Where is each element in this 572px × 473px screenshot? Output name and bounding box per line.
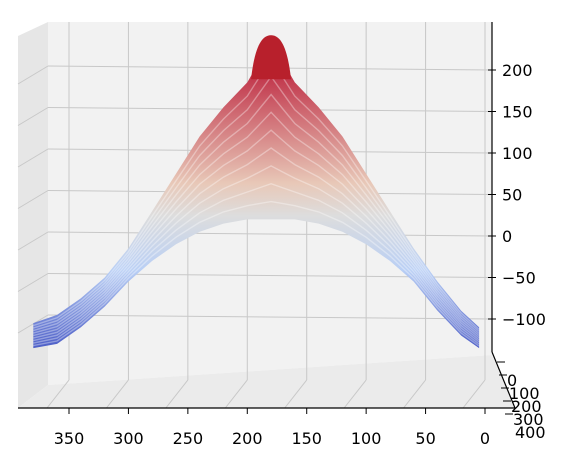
z-tick-label: 0 xyxy=(502,227,512,246)
surface-ridge-3 xyxy=(33,165,480,343)
side-grid-line-z xyxy=(17,231,49,251)
floor-grid-line-x xyxy=(224,379,248,409)
x-tick-label: 100 xyxy=(351,429,382,448)
floor-grid-line-x xyxy=(165,379,189,409)
x-tick-label: 250 xyxy=(173,429,204,448)
floor-pane xyxy=(18,355,515,408)
floor-grid-line-x xyxy=(284,379,308,409)
surface xyxy=(33,35,480,349)
floor-grid-line-x xyxy=(403,379,426,409)
floor-grid-line-x xyxy=(462,379,486,409)
side-grid-line-z xyxy=(17,314,49,334)
z-tick-label: 200 xyxy=(502,61,533,80)
z-tick-label: 50 xyxy=(502,186,522,205)
surface-ridge-1 xyxy=(33,200,480,347)
y-tick-label: 0 xyxy=(507,371,517,390)
floor-grid-line-x xyxy=(46,379,70,409)
side-grid-line-z xyxy=(17,190,49,209)
z-tick-label: 100 xyxy=(502,144,533,163)
surface-ridge-7 xyxy=(33,93,480,335)
surface-ridge-8 xyxy=(33,75,480,332)
left-pane xyxy=(18,22,48,408)
side-grid-line-z xyxy=(17,273,49,292)
surface-peak xyxy=(251,35,292,80)
y-tick-label: 200 xyxy=(511,397,542,416)
z-axis-ticks: 200 150 100 50 0 −50 −100 xyxy=(488,61,546,329)
surface-body xyxy=(33,40,480,349)
x-tick-label: 300 xyxy=(113,429,144,448)
x-tick-label: 350 xyxy=(54,429,85,448)
y-tick-label: 300 xyxy=(513,410,544,429)
surface-ridges xyxy=(33,57,480,347)
z-tick-label: −100 xyxy=(502,310,546,329)
floor-grid-line-x xyxy=(106,379,129,409)
side-grid-line-z xyxy=(17,65,49,85)
surface-ridge-5 xyxy=(33,129,480,339)
x-tick-label: 0 xyxy=(480,429,490,448)
side-grid-line-z xyxy=(17,148,49,168)
side-grid-line-z xyxy=(17,107,49,126)
x-axis-ticks: 350 300 250 200 150 100 50 0 xyxy=(54,408,490,448)
y-tick-label: 100 xyxy=(509,384,540,403)
x-tick-label: 50 xyxy=(415,429,435,448)
z-tick-label: 150 xyxy=(502,103,533,122)
floor-grid-line-x xyxy=(343,379,367,409)
surface-ridge-4 xyxy=(33,147,480,341)
surface-ridge-6 xyxy=(33,111,480,337)
y-tick-label: 400 xyxy=(515,423,546,442)
grid-line-z xyxy=(47,231,493,237)
surface-ridge-2 xyxy=(33,182,480,345)
x-tick-label: 150 xyxy=(291,429,322,448)
grid-line-z xyxy=(47,314,493,320)
x-tick-label: 200 xyxy=(232,429,263,448)
z-tick-label: −50 xyxy=(502,269,536,288)
y-axis-line xyxy=(491,351,516,409)
